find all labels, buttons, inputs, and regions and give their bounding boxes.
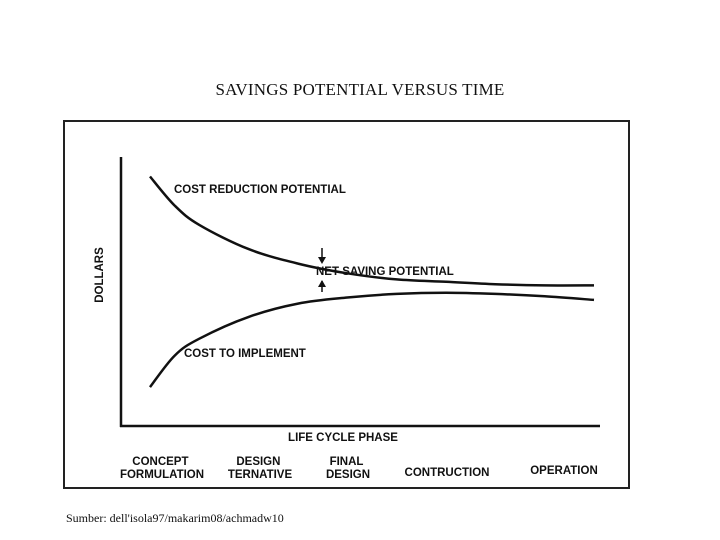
y-axis-label: DOLLARS [94,247,106,303]
chart-frame [63,120,630,489]
category-label-operation: OPERATION [530,465,598,477]
series-label-cost-to-implement: COST TO IMPLEMENT [184,348,306,360]
source-note: Sumber: dell'isola97/makarim08/achmadw10 [66,511,284,525]
net-saving-arrowhead-down [318,257,326,264]
category-label-final-design: FINAL DESIGN [326,456,370,481]
cost-reduction-potential-line [149,175,595,287]
category-label-concept: CONCEPT FORMULATION [120,456,204,481]
net-saving-potential-label: NET SAVING POTENTIAL [316,266,454,278]
series-label-cost-reduction: COST REDUCTION POTENTIAL [174,184,346,196]
category-label-design: DESIGN TERNATIVE [228,456,293,481]
cost-to-implement-line [149,291,595,388]
net-saving-arrowhead-up [318,280,326,287]
x-axis-label: LIFE CYCLE PHASE [288,432,398,444]
slide-title: SAVINGS POTENTIAL VERSUS TIME [215,80,505,99]
category-label-construction: CONTRUCTION [405,467,490,479]
